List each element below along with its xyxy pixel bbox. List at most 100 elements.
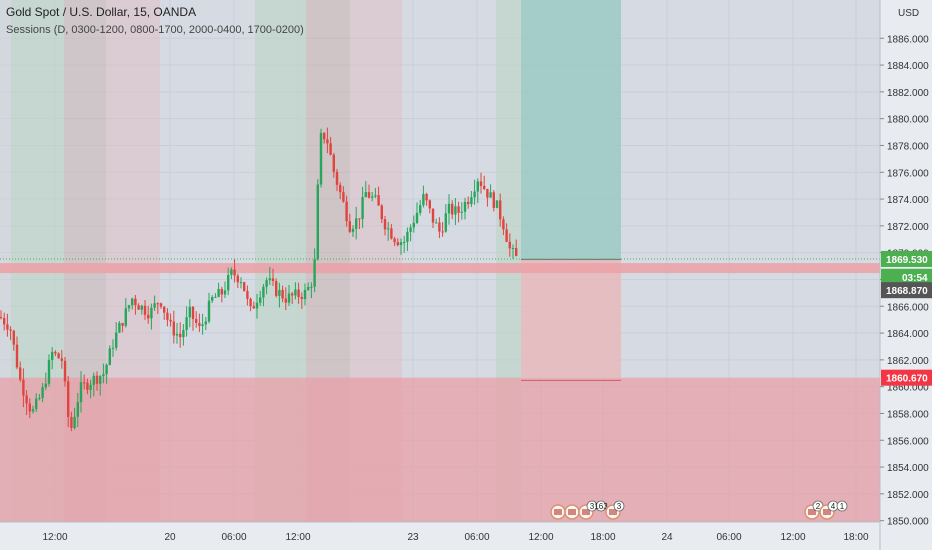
candle [137,303,140,310]
target-zone [521,0,621,262]
candle-body [361,197,364,219]
event-marker[interactable]: 3 [605,500,625,520]
price-tick-label: 1866.000 [887,302,929,313]
candle [505,223,508,243]
price-label-countdown[interactable]: 03:54 [881,268,932,285]
candle [351,225,355,238]
price-tick-label: 1878.000 [887,141,929,152]
candle-body [345,201,348,222]
candle-body [31,409,35,412]
flag-stripes [554,509,562,515]
candle [195,311,198,328]
candle [185,306,188,337]
candle [143,300,147,320]
candle [76,392,79,428]
candle-body [195,318,198,324]
candle-body [255,302,259,309]
currency-label[interactable]: USD [898,8,919,19]
candle-body [0,316,3,319]
candle-body [19,367,22,380]
candle [111,339,115,357]
candle-body [303,289,307,300]
candle [201,313,204,335]
price-label-stop[interactable]: 1860.670 [881,369,932,386]
candle [262,283,265,307]
candle-body [326,139,329,144]
candle-body [163,306,166,313]
time-tick-label: 12:00 [285,532,310,543]
candle-body [412,222,415,228]
candle-body [505,229,508,242]
price-label-last[interactable]: 1869.530 [881,250,932,267]
candle [422,185,425,208]
event-marker[interactable] [550,504,566,520]
candle [409,224,412,242]
event-marker[interactable] [564,504,580,520]
candle-body [131,298,134,306]
price-axis[interactable]: 1850.000 1852.000 1854.000 1856.000 1858.000… [879,0,932,550]
stop-region [0,377,880,522]
candle [499,193,502,227]
time-axis[interactable]: 12:00 20 06:00 12:00 23 06:00 12:00 18:00 24 06:0… [0,521,880,543]
candle-body [374,195,377,197]
candle [502,216,505,236]
candle-body [287,293,291,303]
candle-body [12,330,15,345]
candle-body [127,305,131,309]
candle-body [307,286,310,290]
candle [9,326,12,341]
candle [172,310,175,344]
candle [134,295,137,315]
candle [44,372,47,391]
price-label-entry[interactable]: 1868.870 [881,282,932,299]
candle [22,368,25,408]
candle [300,292,303,309]
price-tick-label: 1884.000 [887,61,929,72]
candle-body [54,351,57,354]
price-label-text: 1860.670 [886,374,928,385]
candle-body [335,171,339,185]
candle [284,287,287,311]
price-tick-label: 1860.000 [887,383,929,394]
candle-body [409,227,412,232]
event-marker[interactable]: 2 [804,500,824,520]
candle [278,282,281,308]
event-marker[interactable]: 3 163 [578,500,608,520]
candle [515,239,518,257]
candle-body [47,360,51,384]
position-zones [0,0,880,522]
candle [249,297,252,312]
event-count-badge [836,500,848,512]
candle [60,350,63,369]
candle [108,345,111,366]
candle-body [41,387,44,398]
candle-body [515,247,518,257]
candle [511,244,515,259]
candle [3,312,6,331]
candle-body [249,298,252,307]
price-label-bg [881,369,932,386]
candle [307,282,310,291]
candle [319,128,323,188]
candle-body [463,201,467,212]
candle [364,181,367,198]
candle-body [217,288,220,297]
economic-events[interactable]: 3 163 3 2 4 1 [550,500,848,520]
candle [211,295,214,304]
candle-body [367,192,371,198]
candle [390,224,393,240]
candle [12,329,15,351]
candle-body [134,298,137,306]
candle [425,192,428,206]
price-tick-label: 1852.000 [887,490,929,501]
candle-body [211,297,214,301]
candle [281,285,284,303]
time-tick-label: 23 [407,532,419,543]
candle-body [364,192,367,198]
candle [486,188,489,207]
price-tick-label: 1862.000 [887,356,929,367]
candle [435,218,438,224]
candle [127,304,131,312]
